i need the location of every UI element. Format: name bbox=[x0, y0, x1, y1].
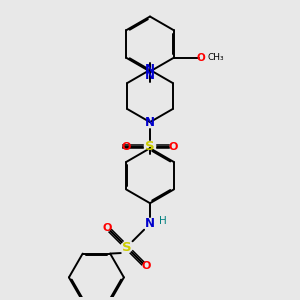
Text: S: S bbox=[122, 241, 131, 254]
Text: N: N bbox=[145, 217, 155, 230]
Text: N: N bbox=[145, 63, 155, 76]
Text: O: O bbox=[103, 223, 112, 233]
Text: H: H bbox=[159, 216, 166, 226]
Text: N: N bbox=[145, 69, 155, 82]
Text: S: S bbox=[145, 140, 155, 153]
Text: O: O bbox=[169, 142, 178, 152]
Text: O: O bbox=[141, 261, 151, 272]
Text: N: N bbox=[145, 116, 155, 129]
Text: O: O bbox=[122, 142, 131, 152]
Text: O: O bbox=[196, 53, 205, 63]
Text: CH₃: CH₃ bbox=[207, 53, 224, 62]
